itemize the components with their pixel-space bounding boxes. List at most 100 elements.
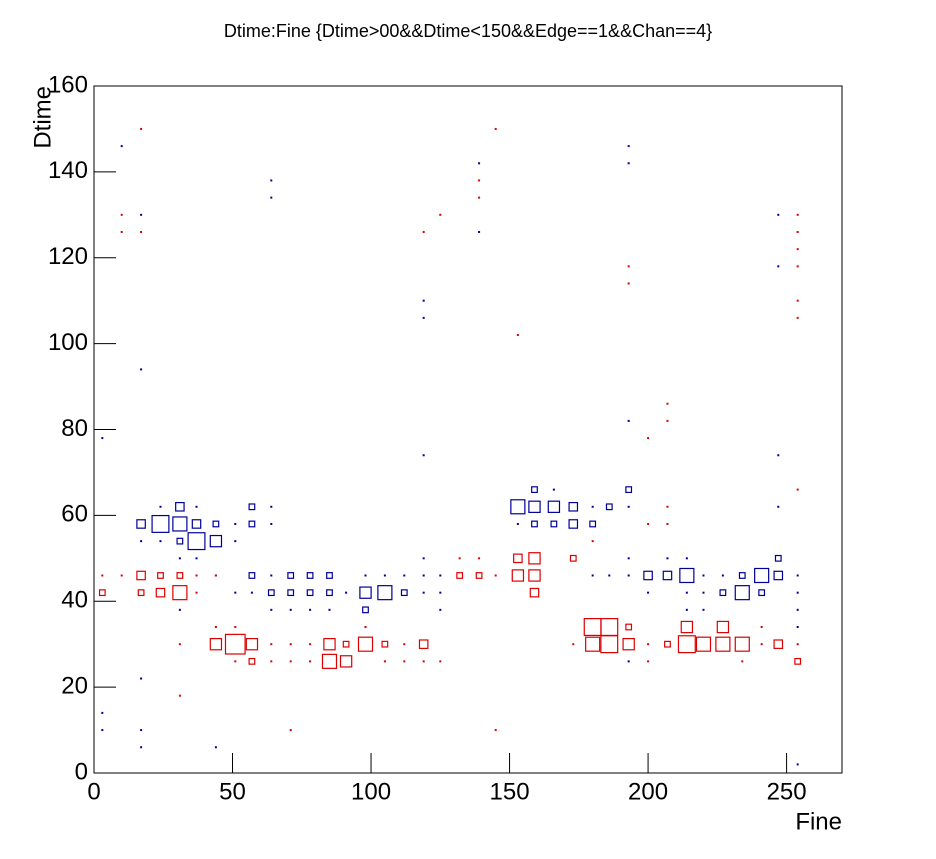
bin-box (422, 230, 425, 233)
bin-box (422, 574, 425, 577)
bin-box (326, 572, 333, 579)
bin-box (600, 618, 619, 637)
bin-box (140, 368, 143, 371)
bin-box (234, 540, 237, 543)
bin-box (510, 499, 526, 515)
bin-box (774, 554, 782, 562)
bin-box (309, 608, 312, 611)
bin-box (625, 623, 633, 631)
bin-box (248, 657, 256, 665)
bin-box (209, 534, 223, 548)
bin-box (357, 636, 374, 652)
bin-box (403, 574, 406, 577)
bin-box (625, 486, 633, 494)
bin-box (680, 620, 694, 634)
bin-box (516, 522, 519, 525)
bin-box (339, 655, 353, 668)
bin-box (439, 213, 442, 216)
bin-box (309, 643, 312, 646)
bin-box (248, 520, 256, 528)
bin-box (475, 572, 483, 579)
chart-title: Dtime:Fine {Dtime>00&&Dtime<150&&Edge==1… (224, 21, 712, 41)
bin-box (547, 500, 561, 513)
bin-box (796, 213, 799, 216)
bin-box (591, 574, 594, 577)
bin-box (381, 640, 389, 648)
bin-box (494, 127, 497, 130)
bin-box (289, 729, 292, 732)
bin-box (101, 437, 104, 440)
bin-box (585, 636, 601, 652)
bin-box (777, 213, 780, 216)
bin-box (214, 574, 217, 577)
bin-box (643, 570, 653, 581)
bin-box (287, 572, 295, 579)
bin-box (191, 519, 202, 529)
bin-box (622, 637, 635, 651)
bin-box (627, 265, 630, 268)
bin-box (529, 587, 540, 598)
bin-box (120, 145, 123, 148)
y-axis-label: Dtime (29, 86, 56, 149)
bin-box (796, 626, 799, 629)
bin-box (773, 570, 784, 581)
bin-box (478, 196, 481, 199)
bin-box (214, 626, 217, 629)
bin-box (289, 608, 292, 611)
bin-box (796, 591, 799, 594)
bin-box (627, 505, 630, 508)
bin-box (248, 572, 256, 579)
bin-box (760, 626, 763, 629)
bin-box (647, 643, 650, 646)
bin-box (494, 574, 497, 577)
bin-box (760, 643, 763, 646)
bin-box (666, 402, 669, 405)
bin-box (321, 653, 338, 669)
bin-box (140, 127, 143, 130)
x-tick-label: 100 (351, 778, 391, 805)
bin-box (647, 437, 650, 440)
bin-box (422, 454, 425, 457)
bin-box (796, 488, 799, 491)
bin-box (422, 316, 425, 319)
y-tick-label: 40 (61, 587, 88, 614)
bin-box (796, 643, 799, 646)
bin-box (702, 574, 705, 577)
bin-box (101, 729, 104, 732)
bin-box (777, 454, 780, 457)
bin-box (458, 557, 461, 560)
bin-box (101, 711, 104, 714)
bin-box (270, 643, 273, 646)
bin-box (178, 557, 181, 560)
bin-box (306, 589, 314, 597)
bin-box (120, 574, 123, 577)
bin-box (719, 589, 727, 597)
bin-box (647, 522, 650, 525)
bin-box (267, 589, 275, 597)
bin-box (796, 763, 799, 766)
bin-box (270, 522, 273, 525)
bin-box (270, 608, 273, 611)
bin-box (796, 574, 799, 577)
bin-box (137, 589, 145, 597)
bin-box (528, 500, 541, 513)
bin-box (362, 606, 369, 614)
bin-box (516, 334, 519, 337)
bin-box (187, 532, 206, 551)
bin-box (195, 574, 198, 577)
bin-box (359, 586, 372, 599)
bin-box (715, 636, 731, 652)
bin-box (439, 574, 442, 577)
bin-box (101, 574, 104, 577)
bin-box (245, 637, 259, 651)
bin-box (422, 557, 425, 560)
bin-box (178, 694, 181, 697)
bin-box (178, 643, 181, 646)
bin-box (289, 660, 292, 663)
bin-box (176, 537, 184, 545)
bin-box (439, 660, 442, 663)
bin-box (140, 746, 143, 749)
bin-box (572, 643, 575, 646)
bin-box (662, 570, 673, 581)
bin-box (151, 514, 170, 533)
